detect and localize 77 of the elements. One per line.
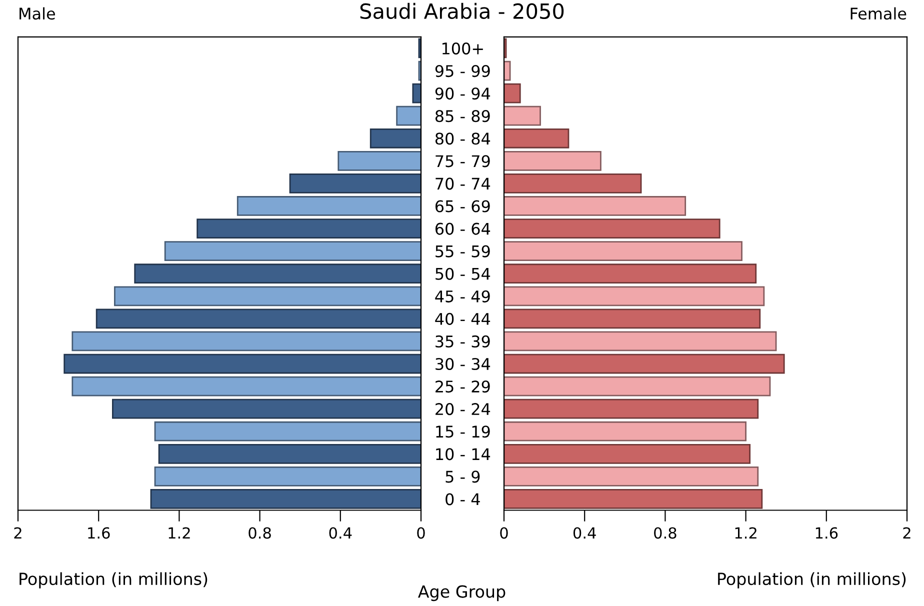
y-tick-label: 50 - 54 — [436, 268, 490, 280]
bar — [504, 150, 602, 171]
bar — [504, 264, 757, 284]
x-tick-label: 2 — [903, 527, 910, 539]
bar — [114, 286, 421, 306]
bar — [504, 354, 785, 374]
x-tick-label: 0 — [417, 527, 425, 539]
y-tick-label: 90 - 94 — [435, 88, 490, 100]
x-tick-label: 1.2 — [168, 527, 190, 539]
bar — [412, 83, 421, 104]
y-tick-label: 70 - 74 — [436, 178, 490, 190]
y-tick-label: 85 - 89 — [435, 110, 490, 122]
bar — [504, 83, 521, 104]
bar — [504, 466, 759, 486]
bar — [504, 196, 686, 216]
bar — [504, 128, 570, 148]
y-tick-label: 0 - 4 — [446, 493, 480, 506]
y-tick-label: 45 - 49 — [435, 290, 490, 302]
y-tick-label: 35 - 39 — [436, 335, 490, 348]
bar — [154, 466, 421, 486]
x-tick-label: 1.6 — [88, 527, 110, 539]
bar — [504, 376, 771, 396]
bar — [134, 264, 421, 284]
bar — [504, 106, 541, 126]
x-tick-label: 0.8 — [248, 527, 271, 539]
bar — [504, 444, 751, 464]
bar — [504, 174, 642, 194]
y-tick-label: 60 - 64 — [436, 222, 490, 235]
y-tick-label: 75 - 79 — [436, 155, 490, 168]
y-tick-label: 65 - 69 — [436, 200, 490, 212]
bar — [72, 376, 421, 396]
y-tick-label: 80 - 84 — [435, 132, 490, 145]
bar — [289, 174, 421, 194]
x-tick-label: 0 — [500, 527, 508, 539]
y-axis-title: Age Group — [418, 585, 506, 602]
y-tick-label: 25 - 29 — [436, 380, 490, 393]
bar — [504, 421, 746, 442]
x-tick-label: 1.6 — [816, 527, 838, 539]
y-tick-label: 5 - 9 — [446, 470, 480, 483]
bar — [236, 196, 421, 216]
bar — [154, 421, 421, 442]
y-tick-label: 55 - 59 — [436, 245, 490, 258]
chart-title: Saudi Arabia - 2050 — [360, 2, 564, 20]
bar — [96, 308, 421, 329]
x-axis-title: Population (in millions) — [20, 572, 208, 588]
y-tick-label: 40 - 44 — [435, 312, 490, 325]
bar — [504, 218, 720, 238]
x-tick-label: 1.2 — [735, 527, 756, 539]
bar — [150, 489, 421, 509]
bar — [504, 398, 759, 419]
bar — [338, 150, 421, 171]
bar — [164, 241, 421, 262]
text: Male — [20, 7, 55, 20]
bar — [370, 128, 421, 148]
bar — [196, 218, 421, 238]
x-axis-title: Population (in millions) — [718, 572, 906, 588]
x-tick-label: 0.4 — [329, 527, 352, 539]
y-tick-label: 15 - 19 — [436, 426, 490, 438]
x-tick-label: 2 — [14, 527, 22, 539]
y-tick-label: 20 - 24 — [436, 403, 490, 416]
bar — [504, 241, 742, 262]
bar — [504, 286, 765, 306]
x-tick-label: 0.8 — [654, 527, 676, 539]
bar — [64, 354, 421, 374]
y-tick-label: 30 - 34 — [436, 358, 490, 370]
bar — [396, 106, 421, 126]
y-tick-label: 100+ — [442, 42, 483, 55]
bar — [112, 398, 421, 419]
bar — [72, 331, 421, 352]
text: Female — [850, 7, 906, 20]
bar — [504, 308, 761, 329]
bar — [504, 331, 777, 352]
bar — [158, 444, 421, 464]
x-tick-label: 0.4 — [573, 527, 596, 539]
bar — [504, 489, 763, 509]
y-tick-label: 10 - 14 — [436, 448, 490, 460]
y-tick-label: 95 - 99 — [435, 64, 490, 78]
